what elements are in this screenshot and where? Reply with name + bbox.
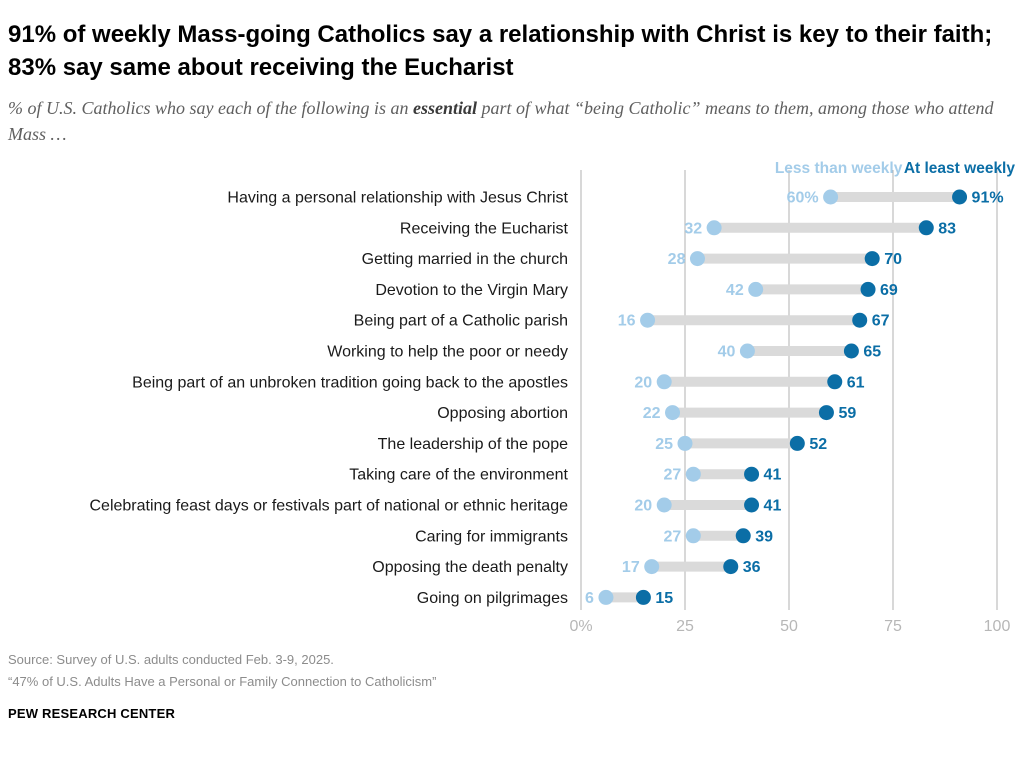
x-tick-label: 50	[780, 618, 798, 635]
value-label-less-than-weekly: 60%	[787, 190, 819, 207]
category-label: Opposing abortion	[437, 405, 568, 422]
value-label-at-least-weekly: 61	[847, 374, 865, 391]
dot-less-than-weekly	[739, 343, 755, 359]
legend-label-at-least-weekly: At least weekly	[904, 160, 1016, 177]
subtitle-tail: part of what “being Catholic” means to t…	[8, 98, 994, 144]
x-tick-label: 100	[984, 618, 1011, 635]
dot-at-least-weekly	[852, 312, 868, 328]
value-label-at-least-weekly: 91%	[972, 190, 1004, 207]
dot-less-than-weekly	[685, 528, 701, 544]
value-label-at-least-weekly: 41	[764, 467, 782, 484]
source-note: Source: Survey of U.S. adults conducted …	[8, 652, 334, 667]
category-label: Caring for immigrants	[415, 528, 568, 545]
category-label: Taking care of the environment	[349, 467, 568, 484]
chart-subtitle: % of U.S. Catholics who say each of the …	[8, 95, 1013, 147]
dot-at-least-weekly	[864, 251, 880, 267]
dot-at-least-weekly	[735, 528, 751, 544]
value-label-less-than-weekly: 20	[634, 374, 652, 391]
category-label: Getting married in the church	[362, 251, 568, 268]
dot-at-least-weekly	[723, 559, 739, 575]
dot-at-least-weekly	[744, 466, 760, 482]
value-label-at-least-weekly: 67	[872, 313, 890, 330]
category-label: Being part of an unbroken tradition goin…	[132, 374, 568, 391]
category-label: Opposing the death penalty	[372, 559, 568, 576]
dot-less-than-weekly	[656, 374, 672, 390]
value-label-less-than-weekly: 40	[718, 344, 736, 361]
report-title-note: “47% of U.S. Adults Have a Personal or F…	[8, 674, 437, 689]
value-label-less-than-weekly: 42	[726, 282, 744, 299]
dot-at-least-weekly	[860, 281, 876, 297]
value-label-less-than-weekly: 17	[622, 559, 640, 576]
dot-less-than-weekly	[677, 435, 693, 451]
value-label-less-than-weekly: 27	[664, 467, 682, 484]
value-label-at-least-weekly: 39	[755, 528, 773, 545]
value-label-at-least-weekly: 59	[838, 405, 856, 422]
value-label-at-least-weekly: 41	[764, 498, 782, 515]
dot-at-least-weekly	[818, 405, 834, 421]
subtitle-emphasis: essential	[412, 98, 477, 118]
dot-less-than-weekly	[706, 220, 722, 236]
category-label: Working to help the poor or needy	[327, 344, 568, 361]
value-label-less-than-weekly: 25	[655, 436, 673, 453]
dot-at-least-weekly	[827, 374, 843, 390]
category-label: Going on pilgrimages	[417, 590, 568, 607]
legend-label-less-than-weekly: Less than weekly	[775, 160, 903, 177]
category-label: The leadership of the pope	[378, 436, 568, 453]
value-label-at-least-weekly: 70	[884, 251, 902, 268]
value-label-less-than-weekly: 22	[643, 405, 661, 422]
value-label-at-least-weekly: 15	[655, 590, 673, 607]
dot-at-least-weekly	[952, 189, 968, 205]
brand-logo-text: PEW RESEARCH CENTER	[8, 706, 176, 721]
category-label: Celebrating feast days or festivals part…	[90, 498, 569, 515]
subtitle-lead: % of U.S. Catholics who say each of the …	[8, 98, 413, 118]
value-label-less-than-weekly: 32	[684, 220, 702, 237]
x-tick-label: 75	[884, 618, 902, 635]
dot-less-than-weekly	[685, 466, 701, 482]
dot-less-than-weekly	[644, 559, 660, 575]
value-label-at-least-weekly: 69	[880, 282, 898, 299]
dot-at-least-weekly	[918, 220, 934, 236]
dot-less-than-weekly	[656, 497, 672, 513]
dot-less-than-weekly	[598, 589, 614, 605]
category-label: Receiving the Eucharist	[400, 220, 569, 237]
dot-less-than-weekly	[748, 281, 764, 297]
value-label-at-least-weekly: 65	[863, 344, 881, 361]
chart-title: 91% of weekly Mass-going Catholics say a…	[8, 21, 993, 81]
value-label-less-than-weekly: 6	[585, 590, 594, 607]
dot-less-than-weekly	[823, 189, 839, 205]
dot-at-least-weekly	[843, 343, 859, 359]
dot-at-least-weekly	[744, 497, 760, 513]
x-tick-label: 25	[676, 618, 694, 635]
value-label-at-least-weekly: 36	[743, 559, 761, 576]
value-label-less-than-weekly: 20	[634, 498, 652, 515]
value-label-less-than-weekly: 28	[668, 251, 686, 268]
value-label-less-than-weekly: 16	[618, 313, 636, 330]
category-label: Being part of a Catholic parish	[354, 313, 568, 330]
category-label: Having a personal relationship with Jesu…	[227, 190, 568, 207]
dot-less-than-weekly	[640, 312, 656, 328]
dot-at-least-weekly	[635, 589, 651, 605]
dot-at-least-weekly	[789, 435, 805, 451]
value-label-at-least-weekly: 83	[938, 220, 956, 237]
value-label-at-least-weekly: 52	[809, 436, 827, 453]
dot-plot-chart: 0% 25 50 75 100 Less than weekly At least week…	[90, 160, 1016, 635]
dot-less-than-weekly	[665, 405, 681, 421]
x-tick-label: 0%	[569, 618, 592, 635]
value-label-less-than-weekly: 27	[664, 528, 682, 545]
category-label: Devotion to the Virgin Mary	[375, 282, 568, 299]
dot-less-than-weekly	[689, 251, 705, 267]
